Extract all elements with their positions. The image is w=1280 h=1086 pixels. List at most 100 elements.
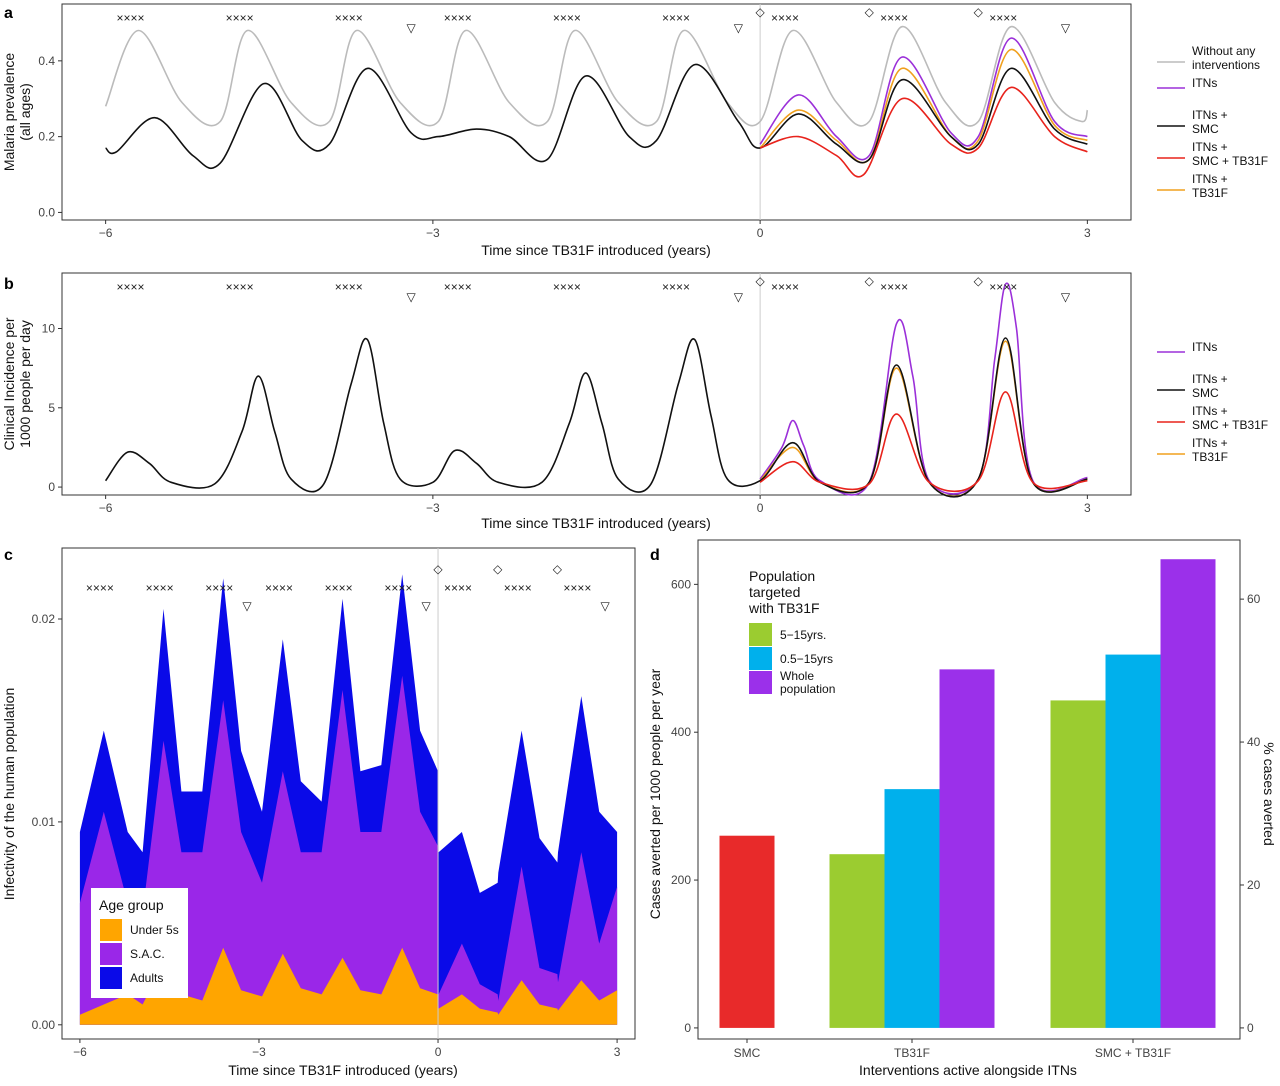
panel-c-ytick-label: 0.00 (32, 1018, 56, 1032)
panel-b-cross-marker: ×××× (335, 280, 363, 294)
panel-a-ytick-label: 0.0 (38, 205, 55, 219)
panel-c: c ×××× ×××× ×××× ×××× ×××× ×××× ×××× ×××× ×××× ▽ ▽… (1, 547, 636, 1078)
panel-a-cross-marker: ×××× (771, 11, 799, 25)
panel-b-xtick-label: −3 (426, 501, 440, 515)
panel-c-triangle-marker: ▽ (242, 599, 252, 613)
legend-d-label: 0.5−15yrs (780, 652, 833, 666)
bar-smc-tb31f-0 (1050, 700, 1106, 1028)
legend-d-label: Whole (780, 669, 814, 683)
panel-b: b ×××× ×××× ×××× ×××× ×××× ×××× ×××× ×××× ×××× ▽ ▽… (1, 272, 1268, 531)
legend-a-label-itn_smc_tb: ITNs + (1192, 140, 1228, 154)
panel-a-series-itn_tb (759, 48, 1088, 164)
panel-d-category-label: TB31F (894, 1046, 930, 1060)
panel-c-area-s-a-c- (79, 675, 618, 1025)
legend-d-title3: with TB31F (748, 600, 820, 616)
panel-d-y2label: % cases averted (1261, 742, 1277, 846)
panel-c-cross-marker: ×××× (325, 581, 353, 595)
panel-b-series-itn_smc (104, 337, 1088, 498)
panel-d-ytick-label: 200 (671, 873, 691, 887)
panel-a-xtick-label: −6 (99, 226, 113, 240)
legend-d-label: 5−15yrs. (780, 628, 826, 642)
legend-a-label-none: Without any (1192, 44, 1255, 58)
panel-d-category-label: SMC (734, 1046, 761, 1060)
legend-c-swatch (100, 943, 122, 965)
panel-a-cross-marker: ×××× (444, 11, 472, 25)
panel-b-series-itn (759, 282, 1088, 496)
bar-smc-tb31f-2 (1160, 559, 1216, 1028)
panel-b-xtick-label: −6 (99, 501, 113, 515)
panel-a-ytick-label: 0.4 (38, 54, 55, 68)
panel-d-y2tick-label: 40 (1247, 735, 1261, 749)
panel-b-cross-marker: ×××× (989, 280, 1017, 294)
panel-c-xtick-label: −3 (252, 1045, 266, 1059)
legend-c-swatch (100, 967, 122, 989)
legend-a-label2-none: interventions (1192, 58, 1260, 72)
panel-a-ylabel-line1: Malaria prevalence (1, 53, 17, 171)
legend-c-title: Age group (99, 897, 164, 913)
panel-a-xtick-label: 3 (1084, 226, 1091, 240)
panel-c-cross-marker: ×××× (504, 581, 532, 595)
panel-d-ytick-label: 0 (684, 1021, 691, 1035)
panel-a-cross-marker: ×××× (226, 11, 254, 25)
legend-d-swatch (749, 647, 772, 670)
legend-b-label-itn_smc: ITNs + (1192, 372, 1228, 386)
legend-b-label2-itn_tb: TB31F (1192, 450, 1228, 464)
legend-a-label2-itn_tb: TB31F (1192, 186, 1228, 200)
legend-b-label2-itn_smc: SMC (1192, 386, 1219, 400)
panel-c-area-under-5s (79, 947, 618, 1025)
legend-d-title2: targeted (749, 584, 800, 600)
panel-d-ylabel: Cases averted per 1000 people per year (647, 668, 663, 919)
panel-c-triangle-marker: ▽ (601, 599, 611, 613)
panel-b-cross-marker: ×××× (226, 280, 254, 294)
panel-d-label: d (650, 547, 660, 564)
panel-c-ytick-label: 0.02 (32, 612, 56, 626)
panel-c-diamond-marker: ◇ (433, 562, 443, 576)
panel-a-cross-marker: ×××× (880, 11, 908, 25)
legend-b-label-itn: ITNs (1192, 340, 1217, 354)
bar-smc (719, 835, 775, 1028)
panel-c-xtick-label: −6 (73, 1045, 87, 1059)
panel-c-cross-marker: ×××× (444, 581, 472, 595)
panel-c-cross-marker: ×××× (563, 581, 591, 595)
panel-b-diamond-marker: ◇ (974, 274, 984, 288)
panel-a-cross-marker: ×××× (553, 11, 581, 25)
panel-b-xtick-label: 0 (757, 501, 764, 515)
panel-d-category-label: SMC + TB31F (1095, 1046, 1171, 1060)
panel-a-series-itn_smc_tb (759, 86, 1088, 178)
panel-a-xtick-label: −3 (426, 226, 440, 240)
panel-c-cross-marker: ×××× (384, 581, 412, 595)
panel-a-cross-marker: ×××× (662, 11, 690, 25)
panel-a-ylabel-line2: (all ages) (17, 83, 33, 141)
panel-c-diamond-marker: ◇ (493, 562, 503, 576)
legend-d-label2: population (780, 682, 835, 696)
panel-c-cross-marker: ×××× (146, 581, 174, 595)
panel-d: d 0 200 400 600 0 20 40 60 SMC TB31F SMC + TB31F I… (647, 539, 1277, 1078)
panel-b-triangle-marker: ▽ (1061, 290, 1071, 304)
panel-b-label: b (4, 276, 14, 293)
panel-c-triangle-marker: ▽ (421, 599, 431, 613)
panel-c-label: c (4, 547, 13, 564)
legend-c-swatch (100, 919, 122, 941)
panel-a-triangle-marker: ▽ (734, 21, 744, 35)
panel-d-ytick-label: 600 (671, 577, 691, 591)
panel-b-cross-marker: ×××× (880, 280, 908, 294)
bar-tb31f-2 (939, 669, 995, 1028)
panel-a-xlabel: Time since TB31F introduced (years) (481, 242, 711, 258)
panel-d-ytick-label: 400 (671, 725, 691, 739)
panel-a: a ×××× ×××× ×××× ×××× ×××× ×××× ×××× ×××× ×××× ▽ ▽… (1, 3, 1268, 258)
panel-d-xlabel: Interventions active alongside ITNs (859, 1062, 1077, 1078)
legend-b-label-itn_smc_tb: ITNs + (1192, 404, 1228, 418)
panel-a-triangle-marker: ▽ (1061, 21, 1071, 35)
panel-c-cross-marker: ×××× (265, 581, 293, 595)
panel-b-cross-marker: ×××× (553, 280, 581, 294)
panel-b-triangle-marker: ▽ (734, 290, 744, 304)
legend-b-label2-itn_smc_tb: SMC + TB31F (1192, 418, 1268, 432)
panel-a-xtick-label: 0 (757, 226, 764, 240)
legend-b-label-itn_tb: ITNs + (1192, 436, 1228, 450)
panel-b-cross-marker: ×××× (662, 280, 690, 294)
panel-c-cross-marker: ×××× (86, 581, 114, 595)
panel-c-ytick-label: 0.01 (32, 815, 56, 829)
legend-d-swatch (749, 671, 772, 694)
panel-c-diamond-marker: ◇ (553, 562, 563, 576)
panel-b-cross-marker: ×××× (444, 280, 472, 294)
